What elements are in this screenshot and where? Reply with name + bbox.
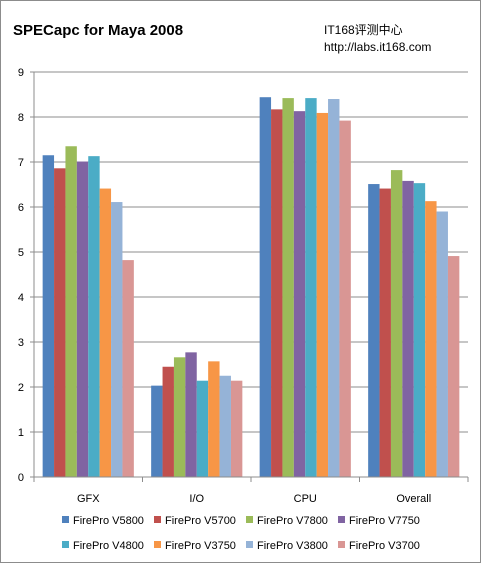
bar [208,361,220,477]
bar [282,98,294,477]
bar [230,380,243,477]
y-tick-label: 9 [18,67,24,79]
legend-label: FirePro V5700 [165,515,236,527]
bar [413,183,426,477]
bar [151,385,163,477]
y-tick-label: 2 [18,382,24,394]
bar [219,375,231,477]
watermark-line-2: http://labs.it168.com [324,40,432,54]
legend-swatch [338,516,345,523]
bar [402,180,414,477]
watermark: IT168评测中心 http://labs.it168.com [324,22,431,56]
bar [185,352,197,477]
bar [88,156,100,477]
bar [328,99,340,477]
y-tick-label: 0 [18,472,24,484]
legend-label: FirePro V3750 [165,540,236,552]
bar [293,111,306,478]
x-tick-label: GFX [77,493,100,505]
y-tick-label: 3 [18,337,24,349]
bar [173,357,186,477]
bar [368,184,380,478]
x-tick-label: I/O [189,493,204,505]
bar [111,202,123,478]
bar [162,366,174,477]
bar [316,112,329,477]
bar [99,188,112,478]
legend-label: FirePro V7750 [349,515,420,527]
y-tick-label: 4 [18,292,24,304]
bar [259,97,272,477]
legend-swatch [246,541,253,548]
legend-swatch [62,541,69,548]
bar [339,120,351,477]
bar [305,98,317,477]
legend-label: FirePro V3800 [257,540,328,552]
bar [447,256,460,477]
watermark-line-1: IT168评测中心 [324,23,403,37]
bar [76,161,89,478]
chart-title: SPECapc for Maya 2008 [13,22,184,39]
bar [425,201,437,477]
bar [42,155,55,477]
bar [271,109,283,477]
y-tick-label: 5 [18,247,24,259]
y-tick-label: 6 [18,202,24,214]
bar [379,188,391,478]
bar [436,211,448,477]
y-tick-label: 8 [18,112,24,124]
y-tick-label: 7 [18,157,24,169]
legend-swatch [338,541,345,548]
legend-swatch [154,541,161,548]
bar [196,380,209,477]
legend-swatch [62,516,69,523]
legend-label: FirePro V3700 [349,540,420,552]
bar [54,168,66,478]
legend-label: FirePro V4800 [73,540,144,552]
legend-label: FirePro V7800 [257,515,328,527]
legend-label: FirePro V5800 [73,515,144,527]
legend-swatch [154,516,161,523]
bar [65,146,77,477]
bar [122,260,134,477]
x-tick-label: CPU [294,493,317,505]
bar [390,170,403,477]
x-tick-label: Overall [396,493,431,505]
y-tick-label: 1 [18,427,24,439]
legend-swatch [246,516,253,523]
